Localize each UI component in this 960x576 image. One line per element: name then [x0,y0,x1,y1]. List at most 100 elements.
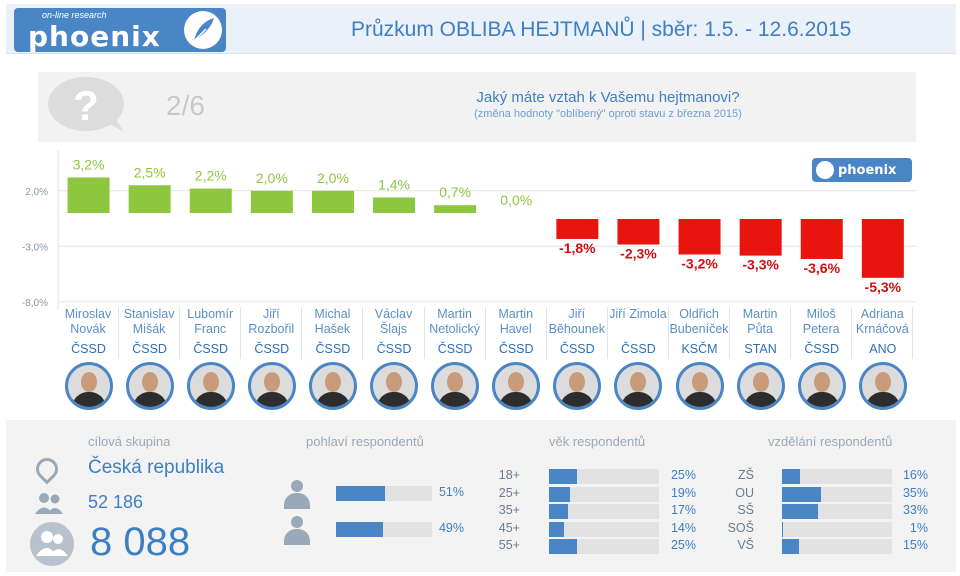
age-bar-label: 35+ [498,503,520,517]
age-bar-percent: 17% [670,503,696,517]
age-bar-fill [549,486,570,502]
logo-tagline: on-line research [42,10,107,20]
bar-value-label: -3,6% [803,260,840,276]
candidate-last-name: Běhounek [548,322,605,336]
candidate-first-name: Stanislav [123,307,175,321]
photo-body [804,392,839,407]
education-bar-track [782,486,892,502]
candidate-party: ČSSD [621,342,656,356]
candidate-last-name: Bubeníček [669,322,729,336]
candidate-last-name: Šlajs [379,322,408,336]
age-bar-label: 25+ [498,485,520,500]
candidate-photo [614,362,663,410]
education-bar-label: OU [735,485,754,500]
gender-bar-percent: 51% [438,485,464,499]
candidate-last-name: Krnáčová [855,322,909,336]
candidate-photo [370,362,419,410]
candidate-first-name: Martin [437,307,472,321]
photo-head [447,372,464,392]
candidate-last-name: Netolický [429,322,480,336]
candidate-photo [492,362,541,410]
bar-value-label: -3,2% [681,256,718,272]
candidate-last-name: Mišák [132,322,166,336]
bar-value-label: 2,2% [195,168,227,184]
education-bar-label: VŠ [737,538,754,552]
photo-head [263,372,280,392]
age-bar-fill [549,504,568,519]
candidate-photo [247,362,296,410]
education-bar-track [782,469,892,484]
candidate-first-name: Jiří [262,307,280,321]
target-country: Česká republika [88,457,225,478]
candidate-last-name: Petera [802,322,840,336]
location-pin-icon [31,453,63,485]
photo-body [193,392,228,407]
candidate-name: Jiří Zimola [608,307,669,359]
phoenix-mini-logo: phoenix [812,158,912,182]
candidate-name: Lubomír Franc [180,307,242,359]
bar [128,185,171,213]
candidate-name: Jiří Běhounek [547,307,608,359]
candidate-last-name: Hašek [314,322,351,336]
bar [434,205,477,213]
candidate-name: Martin Netolický [425,307,486,359]
bar-chart: 2,0% -3,0% -8,0% 3,2% 2,5% 2,2% 2,0% 2,0% 1,4% 0,… [0,150,960,420]
gender-bar-track [336,486,432,501]
photo-head [141,372,158,392]
candidate-photo [186,362,235,410]
candidate-names: Miroslav Novák ČSSD Stanislav Mišák ČSSD Lubom… [58,307,914,359]
education-bar-percent: 35% [902,485,928,500]
bar-value-label: 0,0% [500,192,532,208]
candidate-party: ČSSD [254,342,290,356]
age-bar-fill [549,521,565,537]
candidate-first-name: Václav [374,307,413,321]
page-title: Průzkum OBLIBA HEJTMANŮ | sběr: 1.5. - 1… [351,18,852,41]
photo-body [743,392,778,407]
bar [678,219,721,255]
photo-body [682,392,717,407]
logo-wordmark: phoenix [28,20,161,53]
svg-text:?: ? [73,82,99,129]
male-icon [284,480,310,510]
candidate-first-name: Martin [498,307,534,321]
question-number: 2/6 [166,90,205,121]
age-bar-track [549,539,659,554]
age-bar-label: 18+ [498,468,520,482]
candidate-party: ČSSD [559,342,595,356]
feather-icon [816,161,834,179]
candidate-first-name: Adriana [860,307,904,321]
y-tick-label: -3,0% [22,242,48,253]
photo-head [752,372,769,392]
candidate-last-name: Půta [747,322,773,336]
candidate-photo [64,362,113,410]
education-title: vzdělání respondentů [768,434,893,449]
bar-value-label: 2,0% [256,170,288,186]
age-bar-label: 55+ [498,538,520,552]
candidate-party: ČSSD [437,342,473,356]
bar [861,219,904,278]
candidate-photo [675,362,724,410]
candidate-first-name: Michal [314,307,351,321]
education-bar-label: SOŠ [727,520,754,535]
photo-head [386,372,403,392]
education-bar-track [782,521,892,537]
mini-logo-wordmark: phoenix [838,163,897,178]
age-bar-fill [549,539,577,554]
candidate-party: STAN [744,342,777,356]
photo-body [254,392,289,407]
target-title: cílová skupina [88,434,171,449]
bar [311,190,354,213]
candidate-last-name: Novák [70,322,106,336]
candidate-first-name: Miloš [806,307,836,321]
education-bar-track [782,504,892,519]
photo-body [71,392,106,407]
education-bar-label: ZŠ [738,468,754,482]
age-bar-fill [549,469,577,484]
header: on-line research phoenix Průzkum OBLIBA … [6,4,956,54]
question-bar: ? 2/6 Jaký máte vztah k Vašemu hejtmanov… [38,72,916,142]
candidate-photo [736,362,785,410]
photo-body [865,392,900,407]
candidate-first-name: Martin [742,307,778,321]
bar-value-label: -5,3% [865,279,902,295]
female-icon [284,516,310,546]
